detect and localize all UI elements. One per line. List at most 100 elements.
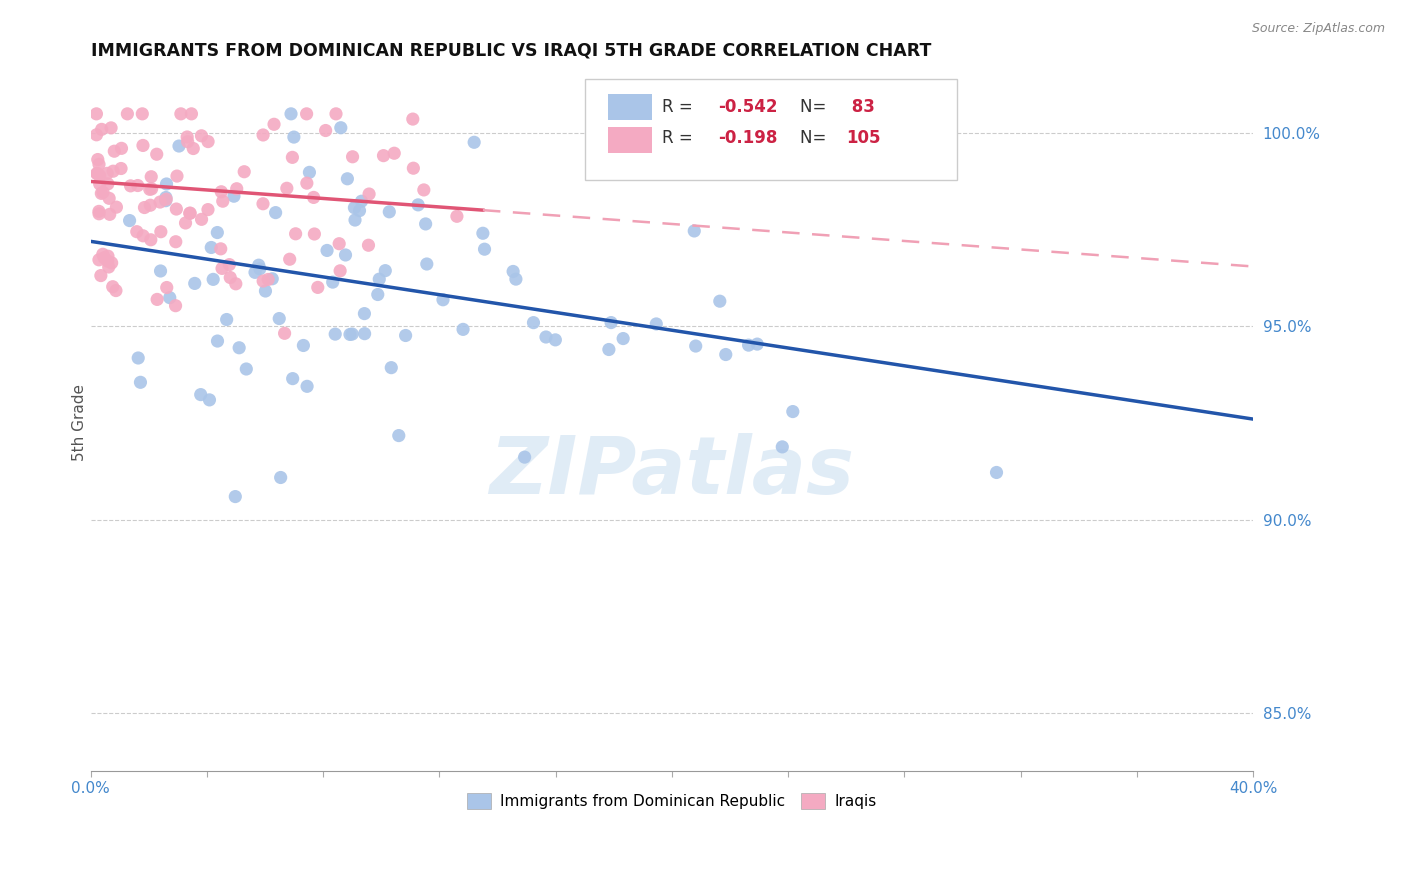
Point <box>120 178 142 193</box>
Point <box>86 128 108 142</box>
Point <box>416 257 439 271</box>
Point <box>197 202 219 217</box>
Point <box>141 182 163 196</box>
Point <box>127 351 149 365</box>
Point <box>474 242 496 256</box>
Point <box>222 189 245 203</box>
Point <box>278 252 301 267</box>
Point <box>252 196 274 211</box>
Point <box>190 212 212 227</box>
Point <box>211 261 233 276</box>
Point <box>544 333 567 347</box>
Point <box>243 265 266 279</box>
Point <box>145 147 167 161</box>
FancyBboxPatch shape <box>607 94 652 120</box>
Point <box>101 279 124 293</box>
Point <box>233 165 256 179</box>
Text: N=: N= <box>800 129 831 147</box>
Point <box>302 190 325 204</box>
Text: N=: N= <box>800 97 831 115</box>
Point <box>190 128 212 143</box>
Point <box>86 167 108 181</box>
Text: -0.542: -0.542 <box>718 97 778 115</box>
Point <box>770 440 793 454</box>
Point <box>281 371 304 385</box>
Point <box>307 280 329 294</box>
Point <box>190 387 212 401</box>
Point <box>382 146 405 161</box>
Point <box>87 207 110 221</box>
Point <box>139 233 162 247</box>
Point <box>98 207 121 221</box>
Point <box>451 322 474 336</box>
Text: ZIPatlas: ZIPatlas <box>489 433 855 510</box>
Point <box>179 206 201 220</box>
Point <box>165 202 187 216</box>
Point <box>89 169 111 183</box>
Point <box>269 311 291 326</box>
Point <box>127 178 149 193</box>
Y-axis label: 5th Grade: 5th Grade <box>72 384 87 461</box>
Point <box>149 225 172 239</box>
Point <box>284 227 307 241</box>
Point <box>380 360 402 375</box>
Point <box>156 280 179 294</box>
Point <box>378 204 401 219</box>
Point <box>612 332 634 346</box>
Text: IMMIGRANTS FROM DOMINICAN REPUBLIC VS IRAQI 5TH GRADE CORRELATION CHART: IMMIGRANTS FROM DOMINICAN REPUBLIC VS IR… <box>90 42 931 60</box>
Point <box>402 161 425 176</box>
Point <box>252 274 274 288</box>
Point <box>343 201 366 215</box>
Point <box>316 244 339 258</box>
Point <box>471 227 494 241</box>
Point <box>513 450 536 464</box>
Point <box>155 190 177 204</box>
Point <box>463 136 485 150</box>
Point <box>96 166 118 180</box>
Point <box>323 327 346 342</box>
Point <box>283 130 305 145</box>
Point <box>342 150 364 164</box>
Point <box>139 182 162 196</box>
Point <box>782 404 804 418</box>
Point <box>295 176 318 190</box>
Point <box>86 107 108 121</box>
Point <box>262 272 284 286</box>
Point <box>125 225 148 239</box>
Point <box>181 142 204 156</box>
Point <box>198 392 221 407</box>
Point <box>93 251 115 265</box>
Text: R =: R = <box>662 129 699 147</box>
Point <box>174 216 197 230</box>
Point <box>522 316 544 330</box>
Point <box>179 206 201 220</box>
Point <box>359 187 381 202</box>
Point <box>502 264 524 278</box>
Point <box>211 194 233 209</box>
Point <box>505 272 527 286</box>
Point <box>349 203 371 218</box>
Point <box>98 191 121 205</box>
Point <box>132 228 155 243</box>
Point <box>87 252 110 267</box>
Point <box>89 177 111 191</box>
Point <box>228 341 250 355</box>
Point <box>91 247 114 261</box>
Text: 105: 105 <box>846 129 880 147</box>
Point <box>339 327 361 342</box>
Point <box>200 240 222 254</box>
Point <box>252 128 274 142</box>
Point <box>225 182 247 196</box>
Point <box>295 107 318 121</box>
Point <box>329 264 352 278</box>
Point <box>446 209 468 223</box>
Legend: Immigrants from Dominican Republic, Iraqis: Immigrants from Dominican Republic, Iraq… <box>461 787 883 815</box>
Point <box>247 258 270 272</box>
Point <box>280 107 302 121</box>
Point <box>97 254 120 268</box>
Point <box>97 260 120 274</box>
Point <box>134 201 156 215</box>
Point <box>328 236 350 251</box>
Point <box>110 141 132 155</box>
Text: Source: ZipAtlas.com: Source: ZipAtlas.com <box>1251 22 1385 36</box>
